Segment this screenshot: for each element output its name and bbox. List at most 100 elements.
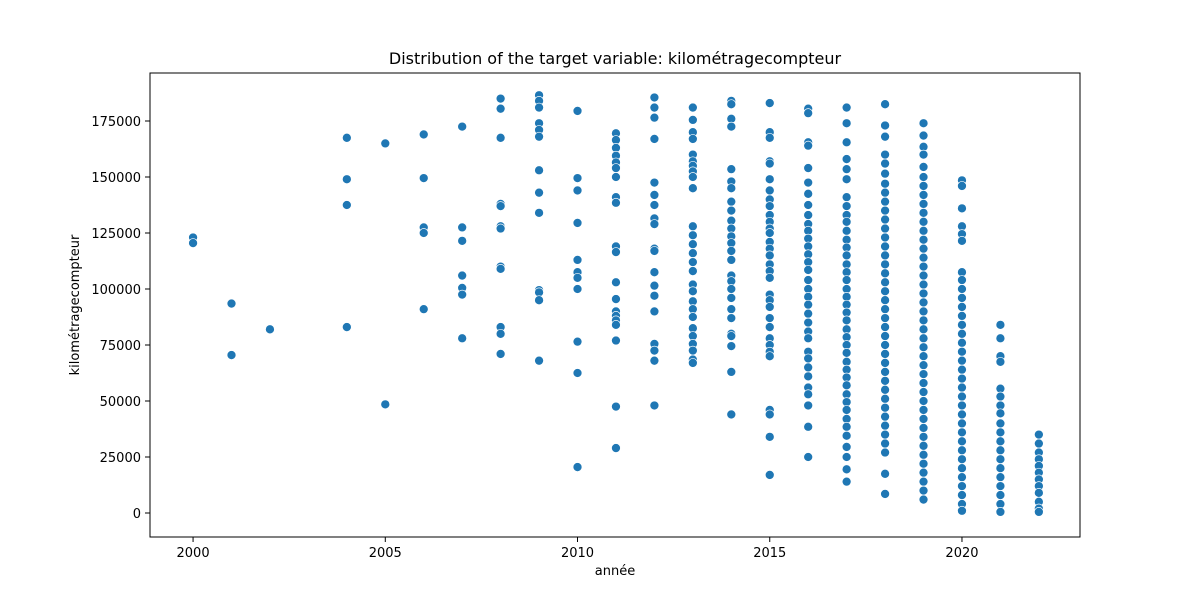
point: [918, 360, 929, 371]
point: [226, 298, 237, 309]
point: [495, 263, 506, 274]
point: [764, 302, 775, 312]
point: [726, 183, 737, 194]
point: [726, 331, 737, 341]
point: [880, 131, 890, 142]
point: [649, 280, 660, 291]
point: [918, 342, 929, 353]
point: [803, 200, 814, 210]
point: [841, 315, 852, 326]
point: [572, 185, 583, 196]
point: [265, 324, 275, 335]
point: [880, 187, 890, 198]
point: [611, 443, 621, 453]
point: [918, 181, 929, 191]
point: [495, 132, 506, 143]
point: [380, 138, 391, 149]
point: [918, 190, 929, 200]
point: [803, 333, 814, 344]
point: [918, 199, 929, 209]
point: [841, 201, 852, 211]
point: [418, 228, 429, 238]
point: [957, 235, 967, 246]
point: [880, 358, 890, 368]
point: [995, 436, 1006, 447]
point: [880, 349, 890, 359]
point: [688, 115, 698, 125]
point: [918, 449, 929, 460]
point: [764, 431, 775, 442]
point: [764, 201, 775, 211]
point: [534, 102, 544, 113]
chart-title: Distribution of the target variable: kil…: [389, 49, 842, 68]
point: [764, 250, 775, 261]
point: [957, 454, 967, 465]
point: [649, 102, 660, 113]
point: [918, 387, 929, 397]
point: [957, 355, 967, 366]
point: [572, 218, 583, 228]
point: [803, 210, 814, 220]
point: [957, 203, 967, 214]
point: [957, 337, 967, 348]
point: [880, 393, 890, 404]
point: [995, 481, 1006, 491]
point: [918, 467, 929, 478]
point: [688, 239, 698, 250]
point: [611, 197, 621, 208]
point: [495, 328, 506, 339]
point: [841, 464, 852, 475]
point: [649, 345, 660, 356]
point: [688, 266, 698, 276]
point: [649, 112, 660, 123]
point: [918, 431, 929, 442]
point: [880, 331, 890, 341]
point: [841, 380, 852, 391]
point: [957, 472, 967, 483]
point: [649, 246, 660, 256]
point: [918, 270, 929, 281]
point: [418, 304, 429, 315]
point: [495, 103, 506, 114]
point: [880, 304, 890, 315]
point: [764, 132, 775, 143]
x-tick-label: 2005: [369, 546, 402, 561]
point: [918, 172, 929, 182]
point: [649, 267, 660, 278]
point: [726, 246, 737, 256]
point: [803, 265, 814, 275]
point: [611, 335, 621, 346]
point: [726, 293, 737, 303]
point: [572, 368, 583, 378]
point: [957, 284, 967, 294]
point: [918, 333, 929, 344]
x-tick-label: 2010: [561, 546, 594, 561]
plot-frame: [149, 72, 1081, 538]
point: [880, 120, 890, 131]
point: [918, 315, 929, 326]
point: [803, 317, 814, 328]
point: [688, 134, 698, 144]
point: [611, 247, 621, 257]
y-tick-label: 125000: [91, 227, 141, 242]
point: [764, 158, 775, 169]
point: [880, 313, 890, 323]
point: [611, 294, 621, 304]
point: [957, 293, 967, 303]
point: [918, 423, 929, 433]
point: [918, 414, 929, 424]
point: [957, 364, 967, 375]
point: [495, 223, 506, 234]
point: [918, 440, 929, 451]
point: [957, 319, 967, 330]
point: [764, 228, 775, 238]
point: [995, 463, 1006, 474]
point: [688, 230, 698, 241]
point: [841, 275, 852, 285]
y-tick-label: 50000: [100, 395, 141, 410]
point: [880, 205, 890, 216]
point: [649, 134, 660, 144]
point: [688, 358, 698, 368]
point: [649, 177, 660, 188]
point: [841, 216, 852, 227]
